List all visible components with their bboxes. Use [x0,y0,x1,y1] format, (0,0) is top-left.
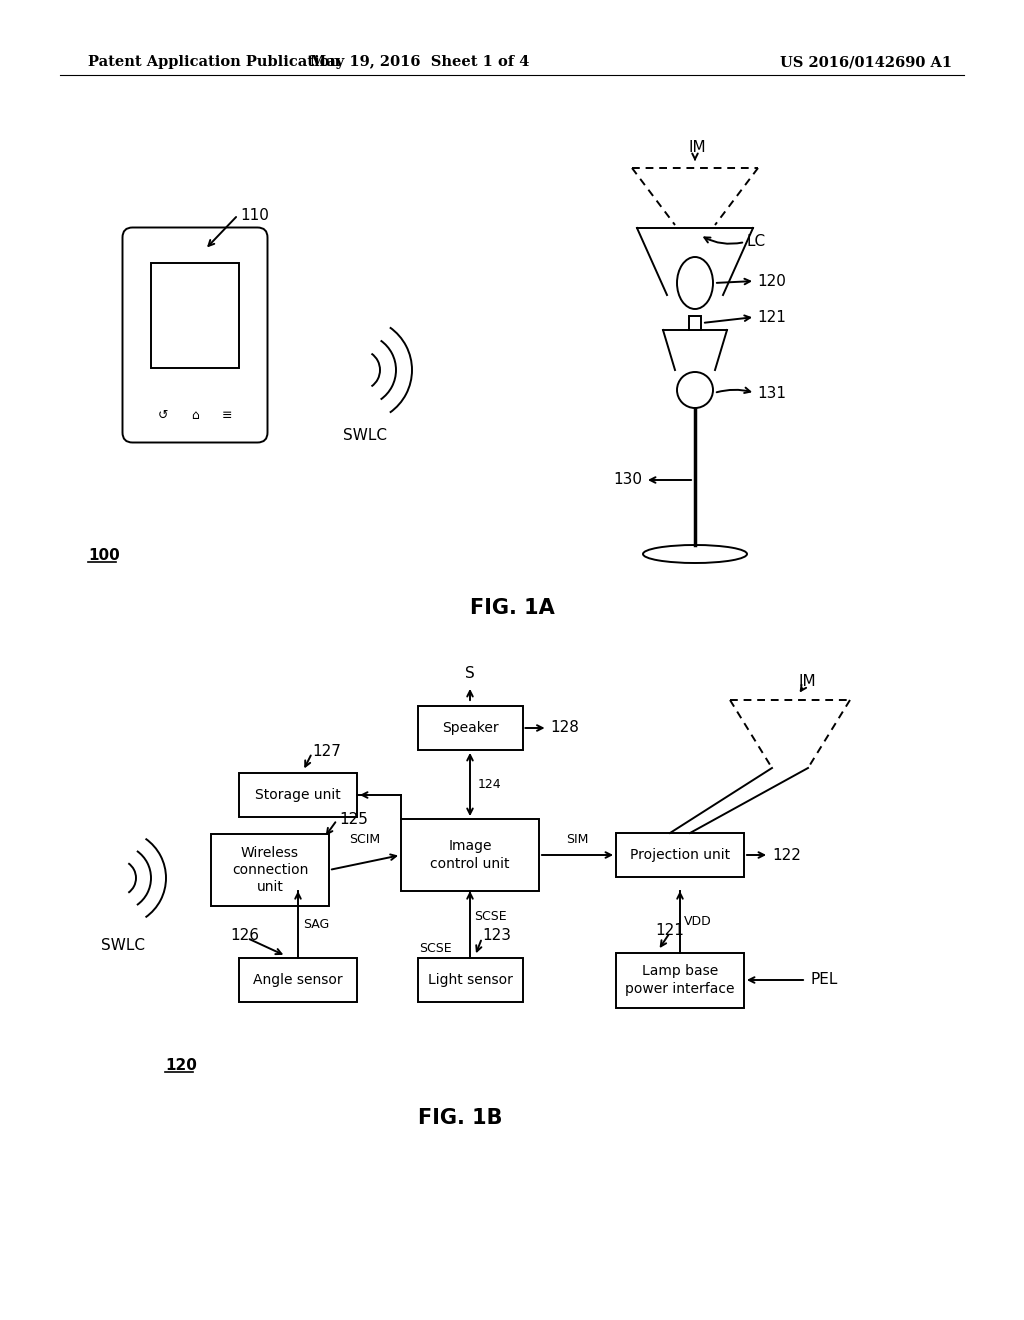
Bar [239,774,357,817]
Text: SCSE: SCSE [420,941,453,954]
FancyBboxPatch shape [123,227,267,442]
Text: S: S [465,665,475,681]
Text: SIM: SIM [566,833,589,846]
Text: Patent Application Publication: Patent Application Publication [88,55,340,69]
Text: 124: 124 [478,777,502,791]
Text: 121: 121 [655,923,684,939]
Bar [211,834,329,906]
Text: ≡: ≡ [222,409,232,422]
Text: Speaker: Speaker [441,721,499,735]
Text: Lamp base
power interface: Lamp base power interface [626,965,735,995]
Ellipse shape [677,257,713,309]
Text: May 19, 2016  Sheet 1 of 4: May 19, 2016 Sheet 1 of 4 [310,55,529,69]
Text: SCIM: SCIM [349,833,381,846]
Text: IM: IM [688,140,706,156]
Text: SCSE: SCSE [474,909,507,923]
Text: 122: 122 [772,847,801,862]
Text: 128: 128 [551,721,580,735]
Text: 127: 127 [312,743,341,759]
Text: US 2016/0142690 A1: US 2016/0142690 A1 [780,55,952,69]
Text: LC: LC [746,235,766,249]
Bar [151,263,239,367]
Text: 120: 120 [165,1057,197,1072]
Text: 100: 100 [88,548,120,562]
Bar [689,315,701,330]
Text: Image
control unit: Image control unit [430,840,510,871]
Text: SAG: SAG [303,917,330,931]
Text: FIG. 1A: FIG. 1A [470,598,554,618]
Bar [616,953,744,1007]
Text: Angle sensor: Angle sensor [253,973,343,987]
Text: VDD: VDD [684,915,712,928]
Text: SWLC: SWLC [343,428,387,442]
Text: 126: 126 [230,928,259,944]
Text: 125: 125 [339,813,368,828]
Bar [418,706,522,750]
Text: 131: 131 [757,385,786,400]
Text: FIG. 1B: FIG. 1B [418,1107,502,1129]
Text: ↺: ↺ [158,409,168,422]
Bar [401,818,539,891]
Bar [616,833,744,876]
Text: SWLC: SWLC [101,939,145,953]
Text: Storage unit: Storage unit [255,788,341,803]
Text: 121: 121 [757,309,785,325]
Text: ⌂: ⌂ [191,409,199,422]
Ellipse shape [643,545,746,564]
Text: 110: 110 [240,207,269,223]
Text: Projection unit: Projection unit [630,847,730,862]
Ellipse shape [677,372,713,408]
Text: 123: 123 [482,928,511,944]
Text: Light sensor: Light sensor [428,973,512,987]
Text: Wireless
connection
unit: Wireless connection unit [231,846,308,895]
Text: 120: 120 [757,273,785,289]
Bar [418,958,522,1002]
Text: 130: 130 [613,473,642,487]
Bar [239,958,357,1002]
Text: PEL: PEL [810,973,838,987]
Text: IM: IM [798,675,816,689]
